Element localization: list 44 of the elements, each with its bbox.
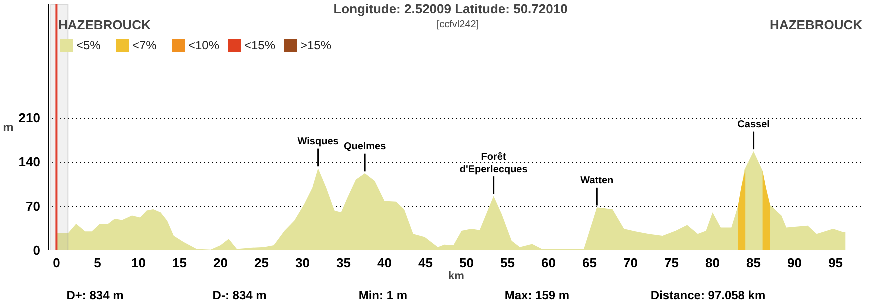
x-tick-label: 90 [788,256,802,270]
x-tick-label: 30 [296,256,310,270]
text: D+: 834 m [66,288,124,302]
text: HAZEBROUCK [58,18,152,32]
x-tick-label: 55 [500,256,515,270]
x-tick-label: 70 [624,256,638,270]
legend-label: <15% [244,38,276,52]
x-tick-label: 75 [664,256,680,270]
x-tick-label: 40 [378,256,392,270]
x-tick-label: 65 [582,256,598,270]
text: Min: 1 m [358,288,408,302]
x-tick-label: 50 [460,256,474,270]
y-tick-label: 210 [18,110,41,126]
annotation: [ccfvl242] [436,20,480,30]
x-tick-label: 15 [172,256,187,270]
text: D-: 834 m [212,288,267,302]
x-tick-label: 25 [254,256,269,270]
y-tick-label: 70 [26,198,41,214]
x-tick-label: 60 [542,256,556,270]
x-tick-label: 85 [746,256,762,270]
annotation: Forêt d'Eperlecques [460,152,528,176]
x-tick-label: 0 [53,256,60,270]
x-tick-label: 80 [706,256,720,270]
annotation: Quelmes [344,142,387,153]
x-tick-label: 95 [828,256,844,270]
y-tick-label: 0 [33,243,41,258]
x-tick-label: 45 [418,256,433,270]
text: Distance: 97.058 km [650,288,766,302]
annotation: Watten [580,176,614,187]
text: HAZEBROUCK [770,18,864,32]
x-tick-label: 20 [213,256,228,270]
text: Max: 159 m [504,288,570,302]
legend-label: >15% [300,38,332,52]
x-axis-title: km [448,270,465,282]
x-tick-label: 5 [94,256,102,270]
y-axis-title: m [3,120,14,134]
annotation: Wisques [298,136,340,148]
legend-label: <10% [188,38,220,52]
annotation: Cassel [738,120,770,131]
legend-label: <7% [132,38,158,52]
x-tick-label: 35 [336,256,351,270]
y-tick-label: 140 [18,154,41,170]
x-tick-label: 10 [131,256,146,270]
legend-label: <5% [76,38,102,52]
